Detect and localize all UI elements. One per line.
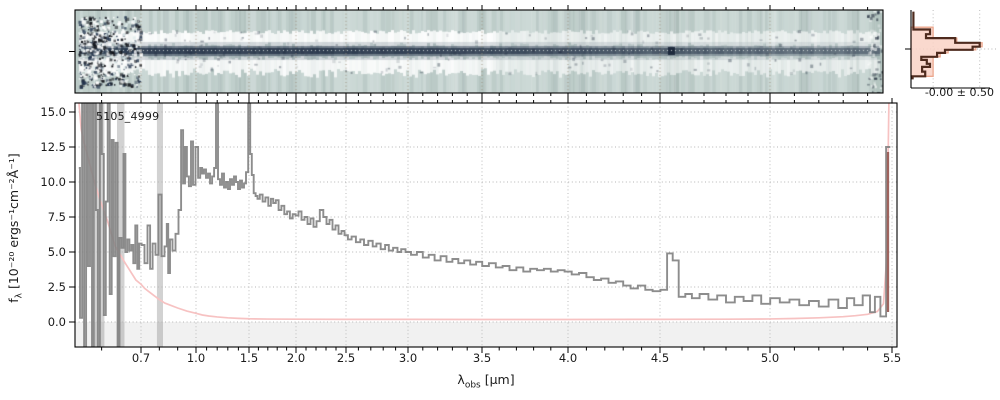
svg-text:2.5: 2.5: [48, 280, 66, 294]
x-axis-label-units: [μm]: [480, 372, 515, 387]
svg-text:5.5: 5.5: [883, 351, 901, 365]
spectrum-2d-image: [75, 10, 883, 93]
svg-text:12.5: 12.5: [40, 140, 66, 154]
y-axis-label-units: [10⁻²⁰ ergs⁻¹cm⁻²Å⁻¹]: [5, 153, 21, 293]
svg-text:4.5: 4.5: [651, 351, 669, 365]
object-id-label: 5105_4999: [96, 110, 160, 123]
profile-fit-annotation: -0.00 ± 0.50: [924, 86, 994, 99]
svg-text:7.5: 7.5: [48, 210, 66, 224]
y-axis-label-sub: λ: [14, 292, 25, 299]
x-axis-label-sub: obs: [464, 380, 481, 391]
svg-text:2.5: 2.5: [337, 351, 355, 365]
y-axis-label-f: f: [5, 298, 21, 303]
svg-text:0.7: 0.7: [132, 351, 150, 365]
x-axis-label: λobs [μm]: [457, 372, 514, 391]
svg-text:4.0: 4.0: [559, 351, 577, 365]
svg-text:1.0: 1.0: [187, 351, 205, 365]
svg-text:15.0: 15.0: [40, 105, 66, 119]
svg-text:5.0: 5.0: [48, 245, 66, 259]
svg-text:3.5: 3.5: [473, 351, 491, 365]
svg-text:10.0: 10.0: [40, 175, 66, 189]
svg-text:5.0: 5.0: [761, 351, 779, 365]
svg-text:0.0: 0.0: [48, 315, 66, 329]
x-axis-label-lambda: λ: [457, 372, 465, 387]
svg-text:3.0: 3.0: [399, 351, 417, 365]
svg-text:1.5: 1.5: [240, 351, 258, 365]
svg-text:2.0: 2.0: [287, 351, 305, 365]
y-axis-label: fλ [10⁻²⁰ ergs⁻¹cm⁻²Å⁻¹]: [6, 153, 25, 302]
